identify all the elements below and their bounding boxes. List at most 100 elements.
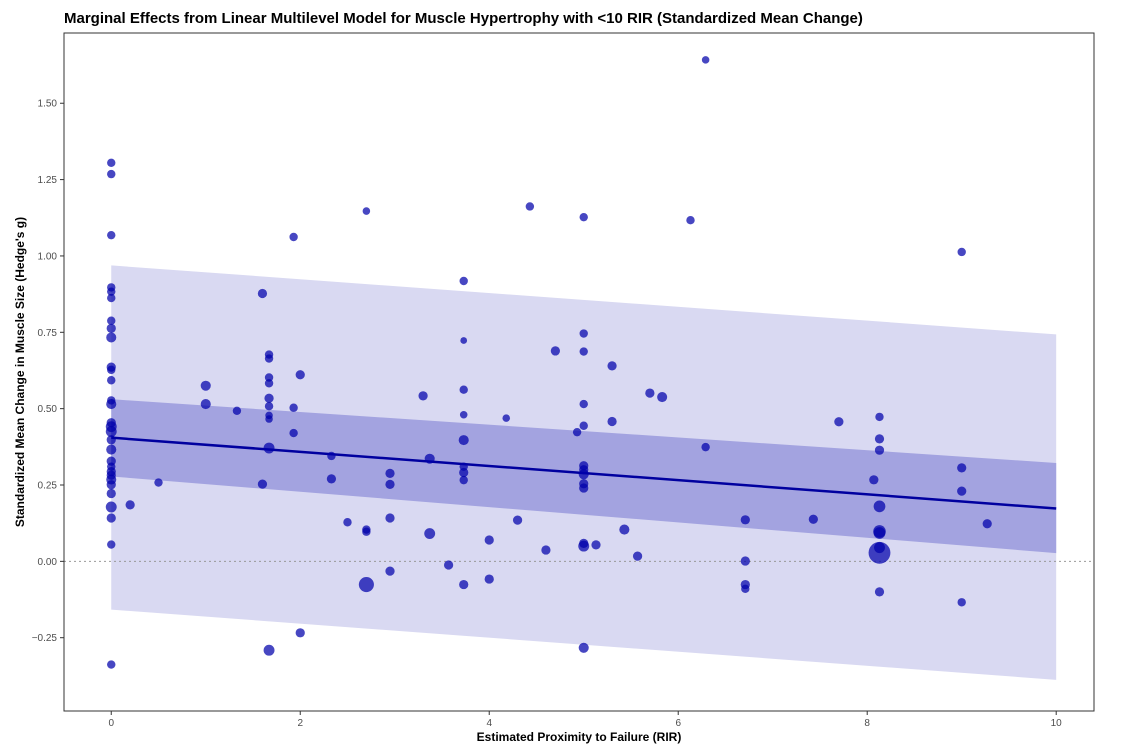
y-tick-label: 1.50: [38, 99, 58, 110]
data-point: [957, 598, 966, 607]
data-point: [459, 276, 468, 286]
data-point: [106, 332, 117, 343]
data-point: [125, 500, 135, 510]
data-point: [107, 230, 116, 240]
data-point: [106, 488, 116, 499]
data-point: [834, 417, 844, 427]
y-tick-label: 1.25: [38, 175, 58, 186]
data-point: [579, 399, 588, 409]
data-point: [358, 577, 374, 593]
data-point: [957, 247, 966, 257]
data-point: [362, 207, 371, 215]
data-point: [512, 515, 523, 525]
data-point: [295, 628, 305, 638]
data-point: [873, 527, 886, 539]
data-point: [607, 361, 617, 371]
data-point: [541, 545, 551, 555]
data-point: [701, 56, 710, 64]
data-point: [265, 415, 273, 423]
y-tick-label: 0.25: [38, 481, 58, 492]
data-point: [107, 540, 116, 549]
x-tick-label: 2: [297, 718, 303, 729]
data-point: [107, 660, 116, 669]
data-point: [107, 316, 116, 325]
data-point: [578, 469, 589, 480]
x-tick-label: 6: [675, 718, 681, 729]
data-point: [107, 169, 116, 179]
data-point: [424, 528, 436, 540]
data-point: [982, 519, 992, 529]
x-axis-title: Estimated Proximity to Failure (RIR): [477, 730, 682, 744]
data-point: [154, 478, 163, 487]
data-point: [289, 428, 298, 438]
data-point: [263, 644, 275, 656]
data-point: [808, 514, 818, 524]
y-axis-ticks: −0.25 0.00 0.25 0.50 0.75 1.00 1.25 1.50: [32, 99, 64, 644]
data-point: [107, 158, 116, 167]
data-point: [459, 467, 469, 478]
data-point: [460, 337, 468, 344]
data-point: [289, 232, 298, 242]
data-point: [874, 445, 885, 455]
data-point: [264, 393, 274, 403]
y-axis-title: Standardized Mean Change in Muscle Size …: [13, 217, 27, 527]
data-point: [578, 540, 590, 552]
data-point: [550, 346, 560, 356]
data-point: [200, 399, 211, 410]
x-tick-label: 10: [1051, 718, 1063, 729]
data-point: [362, 527, 371, 536]
data-point: [385, 566, 395, 576]
data-point: [343, 518, 352, 527]
data-point: [579, 483, 589, 493]
data-point: [458, 435, 469, 446]
data-point: [502, 414, 511, 422]
data-point: [264, 354, 274, 363]
x-tick-label: 0: [108, 718, 114, 729]
y-tick-label: 1.00: [38, 251, 58, 262]
data-point: [869, 475, 879, 485]
data-point: [607, 416, 617, 427]
data-point: [579, 329, 588, 338]
data-point: [579, 212, 588, 222]
data-point: [874, 587, 885, 597]
data-point: [105, 501, 117, 513]
data-point: [385, 468, 395, 479]
y-tick-label: −0.25: [32, 633, 58, 644]
data-point: [579, 347, 588, 356]
y-tick-label: 0.75: [38, 328, 58, 339]
data-point: [459, 579, 469, 590]
x-axis-ticks: 0 2 4 6 8 10: [108, 711, 1062, 729]
x-tick-label: 8: [864, 718, 870, 729]
data-point: [525, 202, 535, 211]
data-point: [459, 410, 468, 419]
data-point: [701, 442, 710, 452]
data-point: [657, 392, 668, 403]
data-point: [418, 391, 428, 401]
data-point: [264, 402, 274, 411]
data-point: [106, 435, 116, 445]
data-point: [257, 288, 268, 299]
data-point: [326, 474, 337, 484]
data-point: [107, 376, 116, 385]
data-point: [873, 500, 886, 513]
data-point: [200, 380, 211, 391]
data-point: [106, 323, 116, 333]
y-tick-label: 0.00: [38, 557, 58, 568]
data-point: [105, 426, 117, 438]
data-point: [686, 216, 695, 225]
data-point: [385, 479, 395, 490]
data-point: [645, 388, 655, 398]
plot-panel-border: [63, 32, 1095, 712]
data-point: [591, 540, 601, 550]
data-point: [327, 451, 336, 461]
data-point: [295, 370, 305, 380]
data-point: [385, 513, 395, 523]
data-point: [289, 403, 298, 412]
data-point: [875, 412, 884, 422]
data-point: [106, 444, 117, 455]
data-point: [741, 584, 750, 594]
x-tick-label: 4: [486, 718, 492, 729]
data-point: [484, 574, 494, 584]
data-point: [107, 365, 116, 375]
